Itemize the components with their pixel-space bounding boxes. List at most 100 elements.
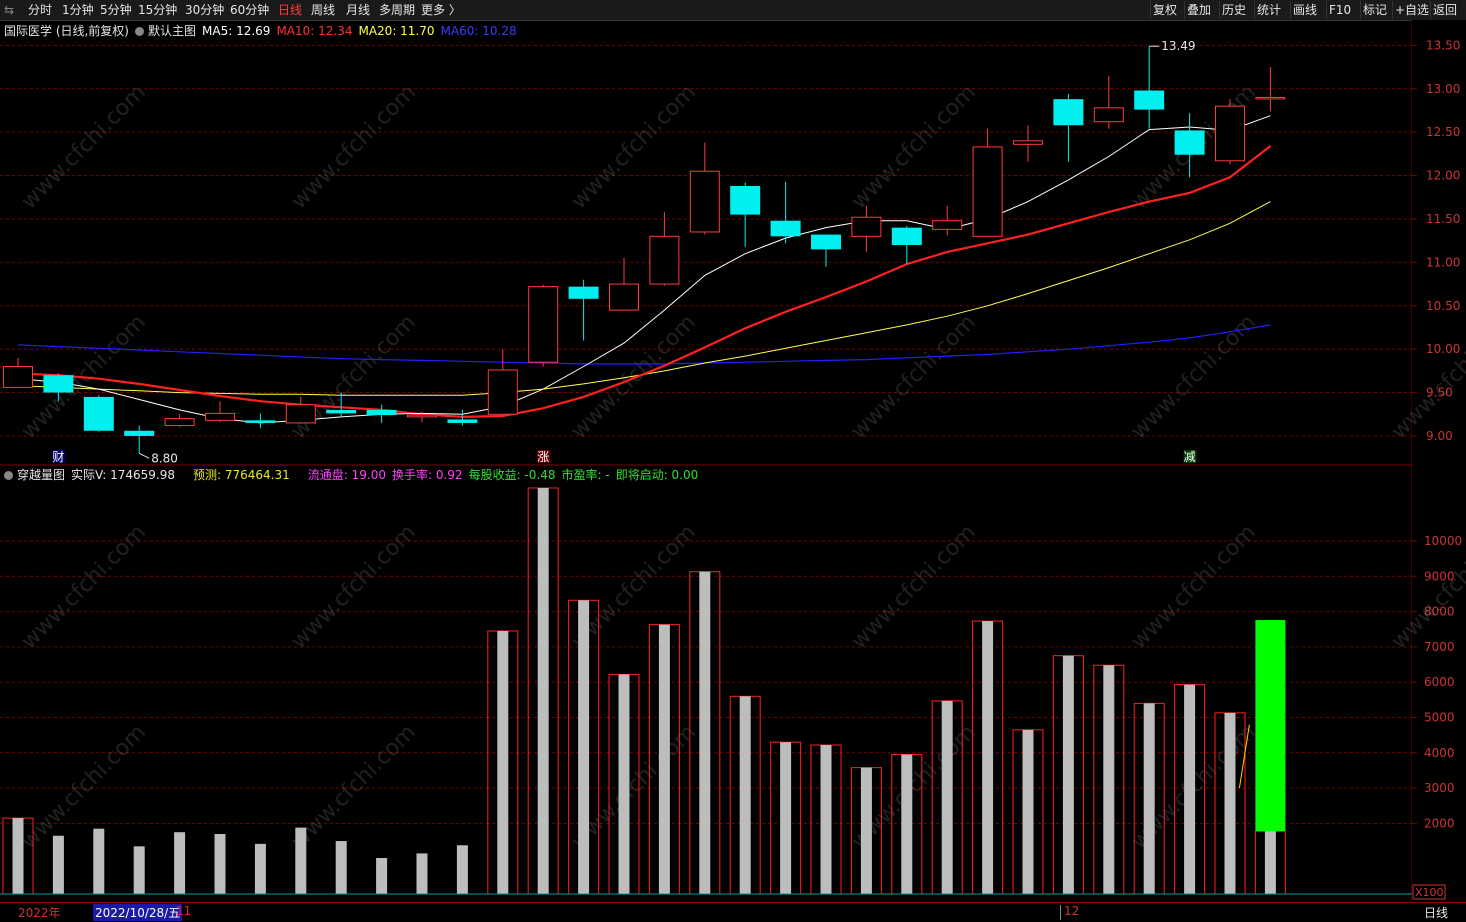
ma10-line: [17, 145, 1272, 419]
period-tab-7[interactable]: 周线: [311, 3, 336, 17]
swap-icon[interactable]: ⇆: [4, 3, 15, 17]
volume-bar: [254, 843, 266, 894]
month-label-12: 12: [1064, 904, 1080, 918]
volume-bar: [1022, 729, 1034, 894]
volume-tick-label: 4000: [1424, 746, 1455, 760]
pe-ratio: 市盈率: -: [561, 468, 610, 482]
month-label-11: 11: [176, 904, 192, 918]
toolbar-button-7[interactable]: +自选: [1392, 1, 1431, 19]
volume-tick-label: 5000: [1424, 710, 1455, 724]
candle-body-down: [366, 409, 397, 416]
price-annotation-label: 13.49: [1161, 39, 1195, 53]
volume-bar: [699, 571, 711, 894]
event-marker-label: 涨: [537, 449, 549, 464]
period-tab-6[interactable]: 日线: [278, 3, 303, 17]
candle-body-down: [1134, 90, 1165, 110]
indicator-name[interactable]: 穿越量图: [17, 468, 66, 482]
event-marker-bg: [1183, 450, 1197, 463]
period-tab-4[interactable]: 30分钟: [185, 3, 225, 17]
candle-body-up: [1255, 96, 1286, 100]
event-marker-label: 财: [52, 450, 64, 464]
turnover-rate: 换手率: 0.92: [391, 468, 463, 482]
candle-body-up: [649, 235, 680, 285]
volume-bar: [12, 818, 24, 894]
volume-unit-label: X100: [1415, 886, 1444, 899]
toolbar-button-3[interactable]: 统计: [1254, 1, 1283, 19]
period-tab-0[interactable]: 分时: [28, 3, 53, 17]
candle-body-up: [1013, 140, 1043, 145]
candle-body-up: [972, 146, 1003, 237]
period-tab-9[interactable]: 多周期: [379, 3, 416, 17]
candle-body-up: [407, 414, 437, 418]
volume-bar: [537, 488, 549, 894]
forecast-trend-line: [1238, 724, 1250, 789]
toolbar-button-4[interactable]: 画线: [1290, 1, 1319, 19]
candle-body-down: [770, 220, 801, 237]
ma60-line: [17, 324, 1271, 365]
toolbar-button-2[interactable]: 历史: [1219, 1, 1248, 19]
volume-bar: [860, 767, 872, 894]
crosshair-date-label: 2022/10/28/五: [93, 904, 183, 921]
volume-bar: [578, 600, 590, 894]
price-tick-label: 9.50: [1426, 386, 1453, 400]
theme-dropdown-icon[interactable]: [135, 27, 144, 36]
toolbar-button-1[interactable]: 叠加: [1184, 1, 1213, 19]
ma60-label: MA60: 10.28: [440, 24, 517, 38]
candle-body-up: [164, 418, 195, 427]
watermark-text: www.cfchi.com: [567, 80, 701, 214]
volume-bar: [335, 841, 347, 894]
time-axis-bar: 2022年 2022/10/28/五 11 12 日线: [0, 902, 1466, 922]
watermark-text: www.cfchi.com: [17, 520, 151, 654]
period-tab-5[interactable]: 60分钟: [230, 3, 270, 17]
period-tab-10[interactable]: 更多 〉: [421, 3, 461, 17]
price-tick-label: 9.00: [1426, 429, 1453, 443]
period-tab-2[interactable]: 5分钟: [100, 3, 132, 17]
watermark-text: www.cfchi.com: [287, 720, 421, 854]
eps: 每股收益: -0.48: [468, 468, 556, 482]
year-label: 2022年: [18, 906, 61, 920]
volume-bar: [295, 827, 307, 894]
toolbar-button-0[interactable]: 复权: [1150, 1, 1179, 19]
indicator-dropdown-icon[interactable]: [4, 471, 13, 480]
period-tab-1[interactable]: 1分钟: [62, 3, 94, 17]
period-label[interactable]: 日线: [1424, 906, 1449, 920]
candle-body-up: [689, 170, 720, 233]
volume-bar: [739, 696, 751, 894]
candle-body-up: [851, 216, 882, 237]
price-annotation-label: 8.80: [151, 451, 178, 465]
watermark-text: www.cfchi.com: [847, 310, 981, 444]
candle-body-up: [1215, 105, 1245, 162]
candle-body-up: [609, 283, 639, 311]
volume-bar: [1224, 712, 1236, 894]
period-tab-8[interactable]: 月线: [346, 3, 371, 17]
toolbar-button-5[interactable]: F10: [1326, 1, 1353, 19]
volume-tick-label: 10000: [1424, 534, 1462, 548]
candle-body-down: [447, 419, 478, 423]
period-tab-3[interactable]: 15分钟: [138, 3, 178, 17]
volume-bar: [1264, 831, 1276, 894]
stock-name[interactable]: 国际医学 (日线,前复权): [4, 24, 129, 38]
theme-name[interactable]: 默认主图: [148, 24, 197, 38]
volume-bar: [214, 833, 226, 894]
candle-body-up: [528, 286, 559, 363]
volume-bar: [658, 624, 670, 894]
actual-volume: 实际V: 174659.98: [71, 468, 175, 482]
price-tick-label: 13.50: [1426, 38, 1460, 52]
watermark-text: www.cfchi.com: [287, 80, 421, 214]
volume-bar: [1143, 703, 1155, 894]
watermark-text: www.cfchi.com: [287, 310, 421, 444]
volume-bar: [820, 745, 832, 894]
float-shares: 流通盘: 19.00: [307, 468, 386, 482]
watermark-text: www.cfchi.com: [287, 520, 421, 654]
volume-bar: [901, 754, 913, 894]
price-tick-label: 10.50: [1426, 299, 1460, 313]
toolbar-button-8[interactable]: 返回: [1430, 1, 1459, 19]
event-marker-bg: [52, 450, 66, 463]
volume-bar: [174, 832, 186, 894]
price-annotation-pointer: [138, 452, 150, 459]
price-tick-label: 11.50: [1426, 212, 1460, 226]
toolbar-button-6[interactable]: 标记: [1360, 1, 1389, 19]
watermark-text: www.cfchi.com: [847, 520, 981, 654]
price-tick-label: 13.00: [1426, 82, 1460, 96]
